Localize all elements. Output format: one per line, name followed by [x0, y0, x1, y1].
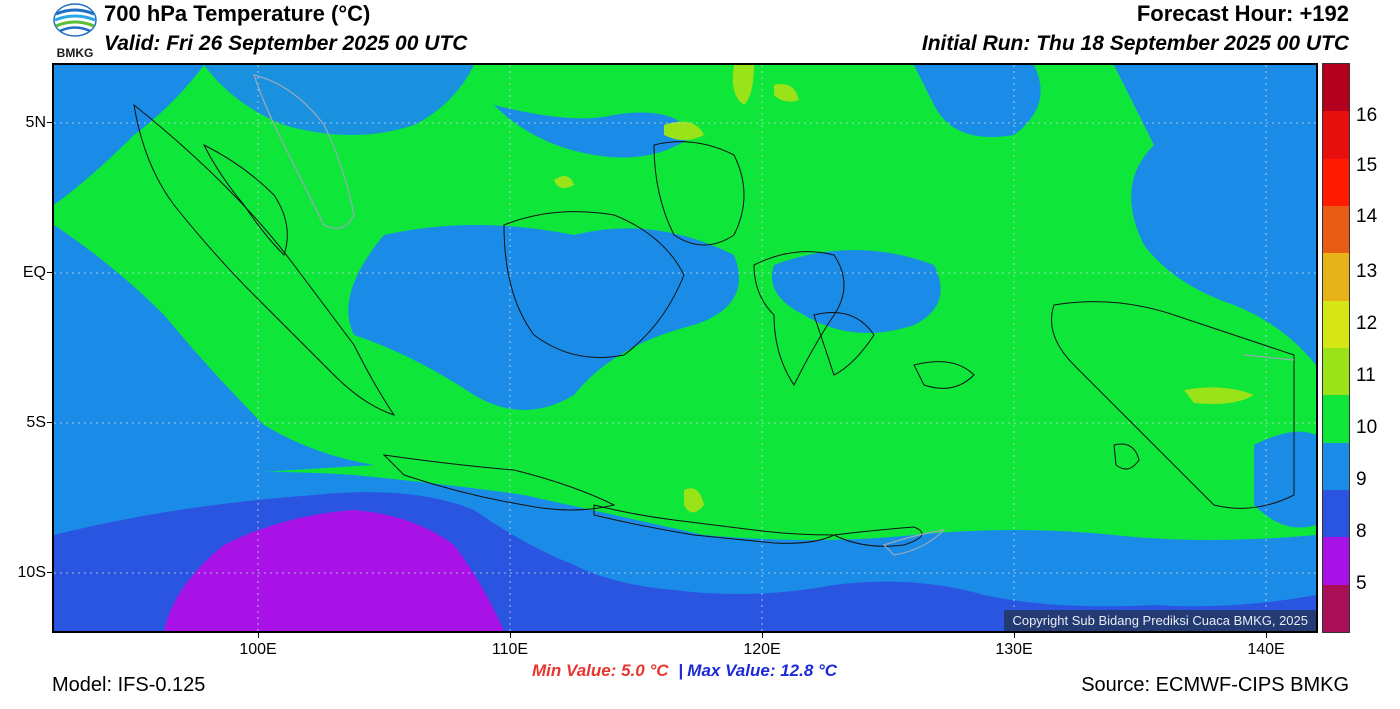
- temperature-field: [54, 65, 1316, 631]
- legend-label: 13: [1356, 261, 1378, 282]
- lat-label-eq: EQ: [22, 264, 46, 281]
- lat-tick: [47, 572, 52, 573]
- lon-label-100e: 100E: [239, 641, 277, 658]
- legend-label: 11: [1356, 365, 1376, 386]
- legend-swatch: [1323, 205, 1349, 254]
- separator: |: [678, 661, 684, 680]
- legend-swatch: [1323, 442, 1349, 490]
- chart-title: 700 hPa Temperature (°C): [104, 1, 371, 26]
- lon-label-120e: 120E: [743, 641, 781, 658]
- initial-run: Initial Run: Thu 18 September 2025 00 UT…: [921, 32, 1349, 55]
- legend-label: 14: [1356, 206, 1378, 227]
- copyright-notice: Copyright Sub Bidang Prediksi Cuaca BMKG…: [1004, 610, 1316, 631]
- lat-tick: [47, 422, 52, 423]
- legend-swatch: [1323, 158, 1349, 206]
- forecast-hour: Forecast Hour: +192: [1136, 1, 1349, 26]
- lon-tick: [510, 633, 511, 638]
- lat-label-10s: 10S: [17, 564, 46, 581]
- lon-label-140e: 140E: [1247, 641, 1285, 658]
- lon-tick: [258, 633, 259, 638]
- legend-swatch: [1323, 489, 1349, 538]
- legend-swatch: [1323, 300, 1349, 348]
- lon-tick: [1014, 633, 1015, 638]
- legend-label: 16: [1356, 105, 1378, 126]
- legend-label: 8: [1356, 521, 1367, 542]
- legend-swatch: [1323, 584, 1349, 632]
- model-name: Model: IFS-0.125: [52, 674, 206, 696]
- lat-label-5s: 5S: [26, 414, 46, 431]
- min-max-readout: Min Value: 5.0 °C | Max Value: 12.8 °C: [532, 661, 837, 681]
- legend-swatch: [1323, 111, 1349, 159]
- legend-swatch: [1323, 253, 1349, 301]
- lon-label-110e: 110E: [491, 641, 529, 658]
- lat-tick: [47, 272, 52, 273]
- min-value: Min Value: 5.0 °C: [532, 661, 669, 680]
- legend-label: 15: [1356, 155, 1378, 176]
- svg-text:BMKG: BMKG: [57, 46, 94, 60]
- legend-label: 9: [1356, 469, 1367, 490]
- color-legend-bar: [1322, 63, 1350, 633]
- legend-label: 10: [1356, 417, 1378, 438]
- max-value: Max Value: 12.8 °C: [687, 661, 838, 680]
- lat-tick: [47, 122, 52, 123]
- temperature-map: Copyright Sub Bidang Prediksi Cuaca BMKG…: [52, 63, 1318, 633]
- data-source: Source: ECMWF-CIPS BMKG: [1081, 674, 1349, 696]
- lon-tick: [1266, 633, 1267, 638]
- lon-label-130e: 130E: [995, 641, 1033, 658]
- legend-swatch: [1323, 347, 1349, 396]
- legend-label: 12: [1356, 313, 1378, 334]
- legend-swatch: [1323, 537, 1349, 585]
- legend-swatch: [1323, 64, 1349, 112]
- legend-swatch: [1323, 395, 1349, 443]
- lat-label-5n: 5N: [25, 114, 46, 131]
- bmkg-logo: BMKG: [52, 2, 98, 60]
- valid-time: Valid: Fri 26 September 2025 00 UTC: [104, 32, 468, 55]
- lon-tick: [762, 633, 763, 638]
- legend-label: 5: [1356, 573, 1367, 594]
